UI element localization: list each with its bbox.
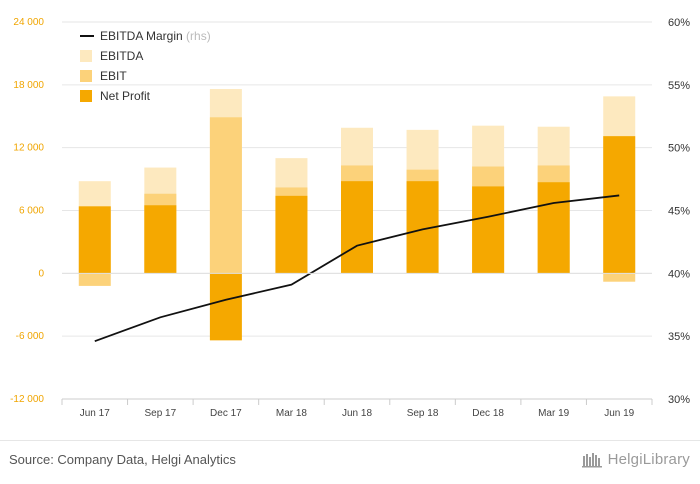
ebit-bar [603, 273, 636, 282]
net-profit-bar [144, 205, 177, 274]
net-profit-bar [341, 181, 373, 274]
left-tick-label: -12 000 [10, 394, 44, 405]
legend-swatch [80, 90, 92, 102]
legend-swatch [80, 70, 92, 82]
net-profit-bar [209, 273, 242, 341]
chart: -12 000 -6 000 0 6 000 12 000 18 000 24 000 30%… [10, 17, 690, 419]
x-tick-label: Mar 19 [538, 408, 570, 419]
x-tick-label: Mar 18 [276, 408, 308, 419]
right-tick-label: 35% [668, 331, 690, 343]
ebitda-margin-line [94, 194, 620, 343]
ebit-bar [78, 273, 111, 286]
left-tick-label: 6 000 [19, 206, 44, 217]
left-tick-label: 24 000 [13, 17, 44, 28]
legend: EBITDA Margin (rhs) EBITDA EBIT Net Profit [80, 29, 211, 103]
legend-label: EBITDA [100, 49, 143, 63]
legend-label: EBITDA Margin (rhs) [100, 29, 211, 43]
x-tick-label: Jun 17 [80, 408, 110, 419]
net-profit-bar [603, 136, 636, 274]
net-profit-bar [275, 195, 308, 274]
brand[interactable]: HelgiLibrary [581, 450, 690, 468]
right-tick-label: 50% [668, 143, 690, 155]
right-tick-label: 60% [668, 17, 690, 29]
source-note: Source: Company Data, Helgi Analytics [9, 452, 236, 467]
right-tick-label: 40% [668, 268, 690, 280]
x-tick-label: Jun 19 [604, 408, 634, 419]
brand-name: HelgiLibrary [607, 450, 690, 468]
left-tick-label: -6 000 [16, 331, 45, 342]
ebitda-margin-line-group [94, 194, 620, 343]
right-tick-label: 55% [668, 80, 690, 92]
x-tick-label: Dec 17 [210, 408, 242, 419]
axes: -12 000 -6 000 0 6 000 12 000 18 000 24 000 30%… [10, 17, 690, 419]
net-profit-bar [78, 206, 111, 274]
right-tick-label: 45% [668, 206, 690, 218]
left-tick-label: 0 [38, 268, 44, 279]
x-tick-label: Dec 18 [472, 408, 504, 419]
net-profit-bar [537, 182, 570, 274]
right-tick-label: 30% [668, 394, 690, 406]
left-tick-label: 18 000 [13, 80, 44, 91]
left-tick-label: 12 000 [13, 143, 44, 154]
x-tick-label: Jun 18 [342, 408, 372, 419]
legend-label: EBIT [100, 69, 127, 83]
x-tick-label: Sep 18 [407, 408, 439, 419]
library-logo-icon [581, 453, 602, 468]
legend-swatch [80, 50, 92, 62]
ebit-bar [209, 117, 242, 274]
x-tick-label: Sep 17 [144, 408, 176, 419]
legend-label: Net Profit [100, 89, 151, 103]
footer: Source: Company Data, Helgi Analytics He… [0, 440, 700, 484]
bars [78, 89, 636, 341]
legend-label-note: (rhs) [186, 29, 211, 43]
net-profit-bar [472, 186, 505, 274]
